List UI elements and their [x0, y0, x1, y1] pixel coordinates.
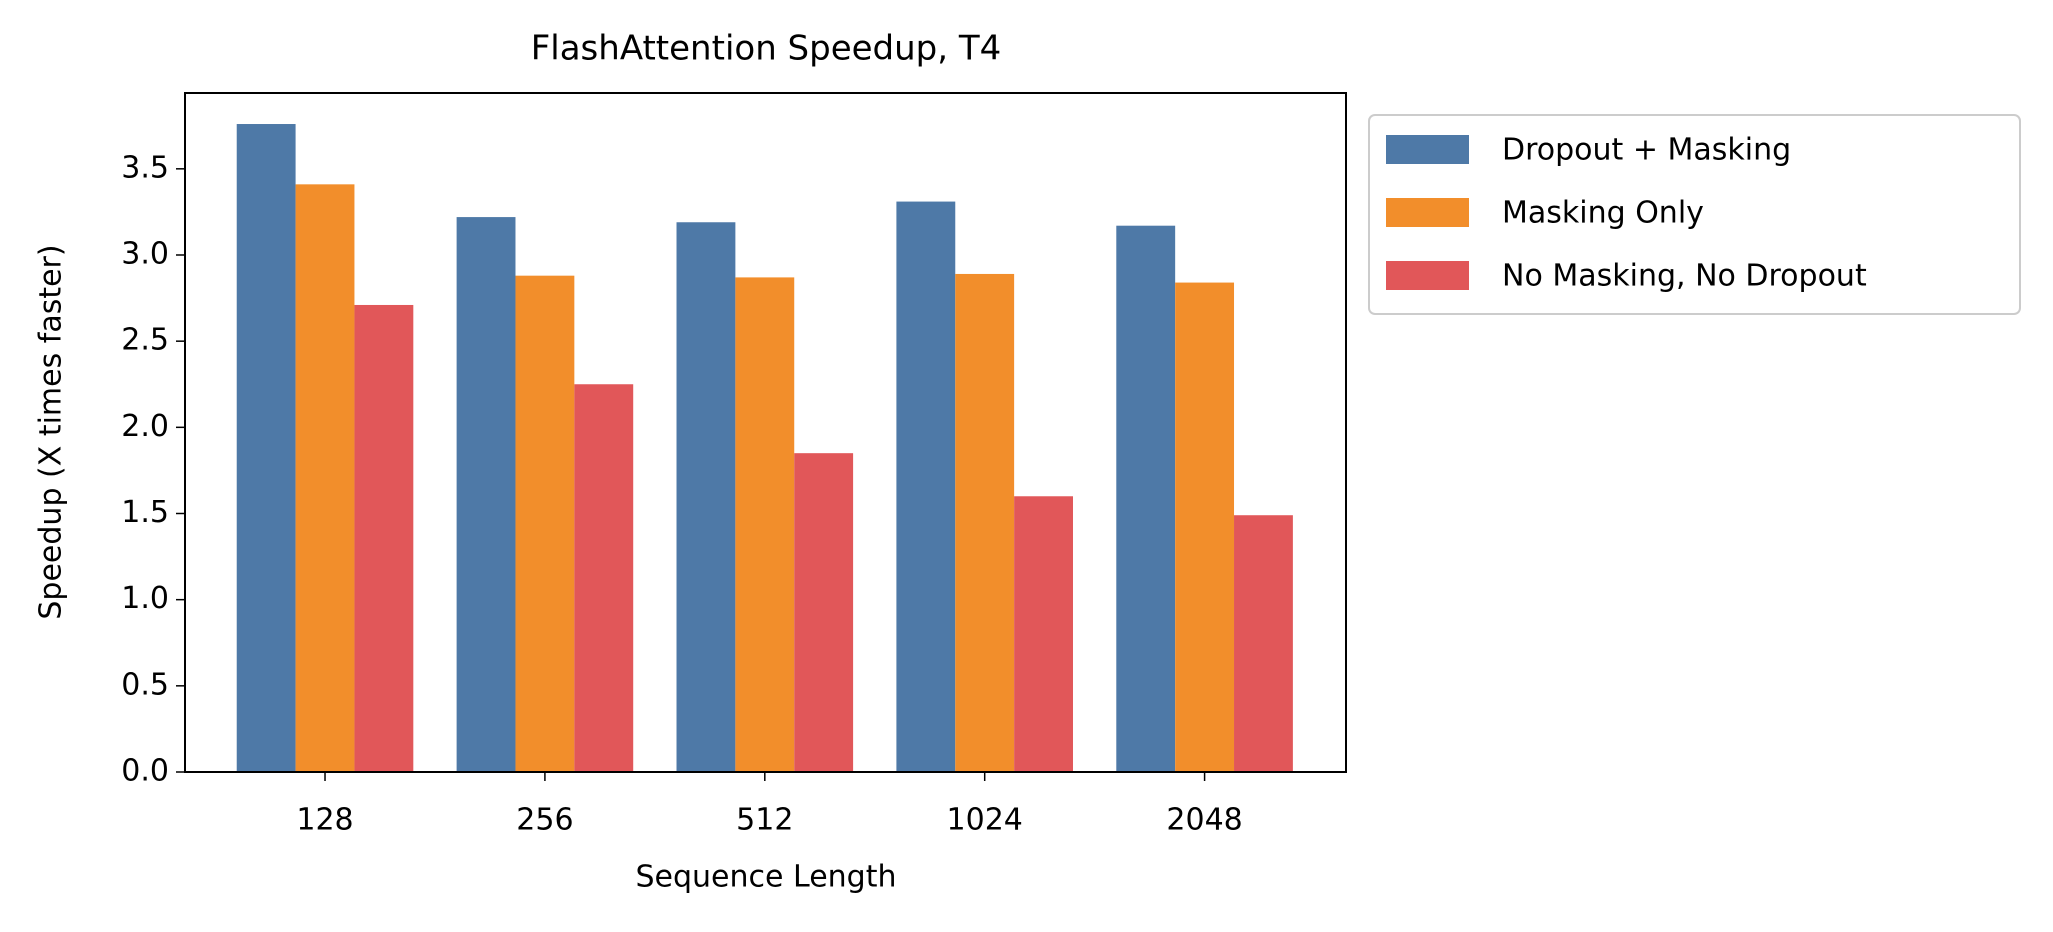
y-axis-label: Speedup (X times faster): [34, 244, 69, 619]
bar: [896, 201, 956, 773]
x-tick-label: 1024: [947, 803, 1023, 838]
bar: [574, 384, 634, 772]
legend-swatch: [1386, 135, 1469, 164]
x-tick-label: 128: [296, 803, 353, 838]
x-tick-label: 256: [516, 803, 573, 838]
y-tick-label: 3.5: [121, 150, 169, 185]
bar: [354, 304, 414, 772]
y-tick-label: 2.0: [121, 409, 169, 444]
bar: [295, 184, 355, 772]
y-tick-label: 0.0: [121, 754, 169, 789]
legend-swatch: [1386, 198, 1469, 227]
legend-label: Masking Only: [1502, 196, 1704, 231]
legend-label: No Masking, No Dropout: [1502, 259, 1867, 294]
legend-label: Dropout + Masking: [1502, 133, 1791, 168]
bar: [456, 217, 516, 772]
y-tick-label: 3.0: [121, 236, 169, 271]
x-tick-label: 512: [736, 803, 793, 838]
bar: [1014, 496, 1073, 772]
legend-box: [1368, 114, 2021, 315]
bar: [735, 277, 795, 772]
bar: [1116, 225, 1176, 772]
bar: [955, 273, 1015, 772]
bar: [1175, 282, 1235, 772]
plot-frame: [184, 92, 1347, 773]
bar: [1234, 515, 1293, 772]
legend-swatch: [1386, 261, 1469, 290]
bar: [515, 275, 575, 772]
y-tick-label: 1.5: [121, 495, 169, 530]
bar: [794, 453, 854, 772]
chart-title: FlashAttention Speedup, T4: [531, 29, 1002, 69]
x-axis-label: Sequence Length: [636, 860, 897, 895]
y-tick-label: 2.5: [121, 323, 169, 358]
y-tick-label: 1.0: [121, 581, 169, 616]
bar: [236, 124, 296, 772]
x-tick-label: 2048: [1166, 803, 1242, 838]
bar: [676, 222, 736, 772]
y-tick-label: 0.5: [121, 667, 169, 702]
